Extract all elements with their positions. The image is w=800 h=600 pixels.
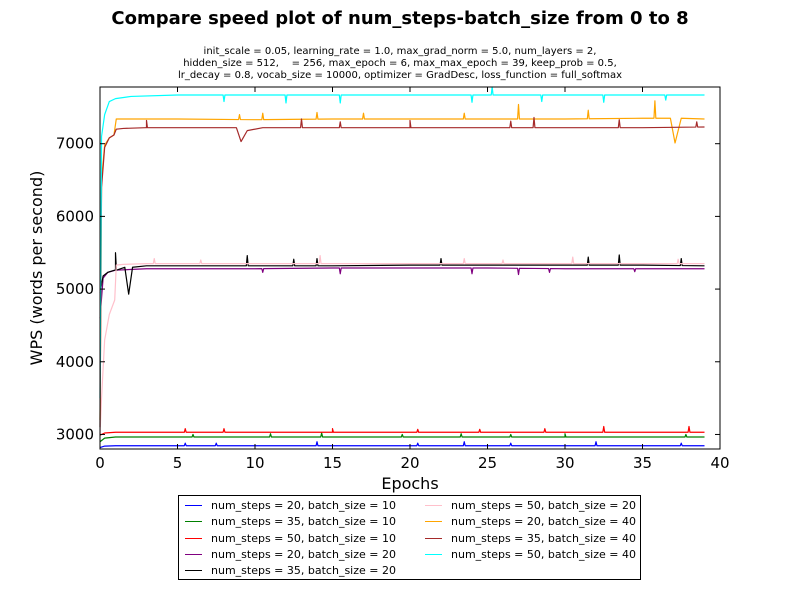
legend-swatch bbox=[425, 537, 442, 539]
subtitle-line: hidden_size = 512, = 256, max_epoch = 6,… bbox=[183, 58, 617, 69]
series-line bbox=[99, 267, 705, 319]
x-tick-label: 10 bbox=[245, 454, 264, 472]
series-line bbox=[99, 425, 705, 436]
legend-label: num_steps = 20, batch_size = 10 bbox=[211, 499, 396, 512]
x-tick-label: 25 bbox=[478, 454, 497, 472]
series-line bbox=[99, 441, 705, 449]
legend-label: num_steps = 35, batch_size = 20 bbox=[211, 564, 396, 578]
legend-swatch bbox=[185, 505, 202, 506]
series-line bbox=[99, 86, 705, 399]
subtitle-line: init_scale = 0.05, learning_rate = 1.0, … bbox=[203, 46, 597, 57]
legend-swatch bbox=[185, 570, 202, 572]
legend-swatch bbox=[425, 521, 442, 523]
chart-title: Compare speed plot of num_steps-batch_si… bbox=[111, 8, 689, 29]
legend-label: num_steps = 35, batch_size = 10 bbox=[211, 515, 396, 529]
legend-swatch bbox=[425, 505, 442, 506]
y-axis-label: WPS (words per second) bbox=[27, 171, 46, 366]
x-tick-label: 20 bbox=[400, 454, 419, 472]
axes: 0 5 10 15 20 25 30 35 40 3000 4000 5000 6000 7000 bbox=[56, 87, 730, 472]
y-tick-label: 5000 bbox=[56, 280, 94, 298]
legend-label: num_steps = 20, batch_size = 40 bbox=[451, 515, 636, 529]
x-tick-label: 35 bbox=[633, 454, 652, 472]
legend-label: num_steps = 50, batch_size = 10 bbox=[211, 531, 396, 545]
y-tick-label: 4000 bbox=[56, 353, 94, 371]
legend-label: num_steps = 50, batch_size = 20 bbox=[451, 499, 636, 512]
y-tick-label: 6000 bbox=[56, 207, 94, 225]
x-tick-label: 0 bbox=[95, 454, 105, 472]
x-tick-label: 30 bbox=[555, 454, 574, 472]
legend-swatch bbox=[425, 553, 442, 555]
series-line bbox=[99, 252, 705, 295]
legend-swatch bbox=[185, 521, 202, 523]
y-tick-label: 3000 bbox=[56, 425, 94, 443]
series-layer bbox=[99, 86, 705, 449]
legend-label: num_steps = 20, batch_size = 20 bbox=[211, 547, 396, 561]
legend-swatch bbox=[185, 553, 202, 555]
series-line bbox=[99, 432, 705, 443]
series-line bbox=[99, 255, 705, 435]
legend-label: num_steps = 50, batch_size = 40 bbox=[451, 547, 636, 561]
legend-label: num_steps = 35, batch_size = 40 bbox=[451, 531, 636, 545]
series-line bbox=[99, 116, 705, 428]
x-axis-label: Epochs bbox=[381, 474, 438, 493]
x-tick-label: 5 bbox=[173, 454, 183, 472]
subtitle-line: lr_decay = 0.8, vocab_size = 10000, opti… bbox=[177, 70, 623, 81]
legend-swatch bbox=[185, 537, 202, 539]
chart-subtitle: init_scale = 0.05, learning_rate = 1.0, … bbox=[0, 46, 800, 82]
x-tick-label: 40 bbox=[710, 454, 729, 472]
series-line bbox=[99, 100, 705, 420]
x-tick-label: 15 bbox=[323, 454, 342, 472]
y-tick-label: 7000 bbox=[56, 135, 94, 153]
legend: num_steps = 20, batch_size = 10 num_steps… bbox=[178, 495, 641, 580]
